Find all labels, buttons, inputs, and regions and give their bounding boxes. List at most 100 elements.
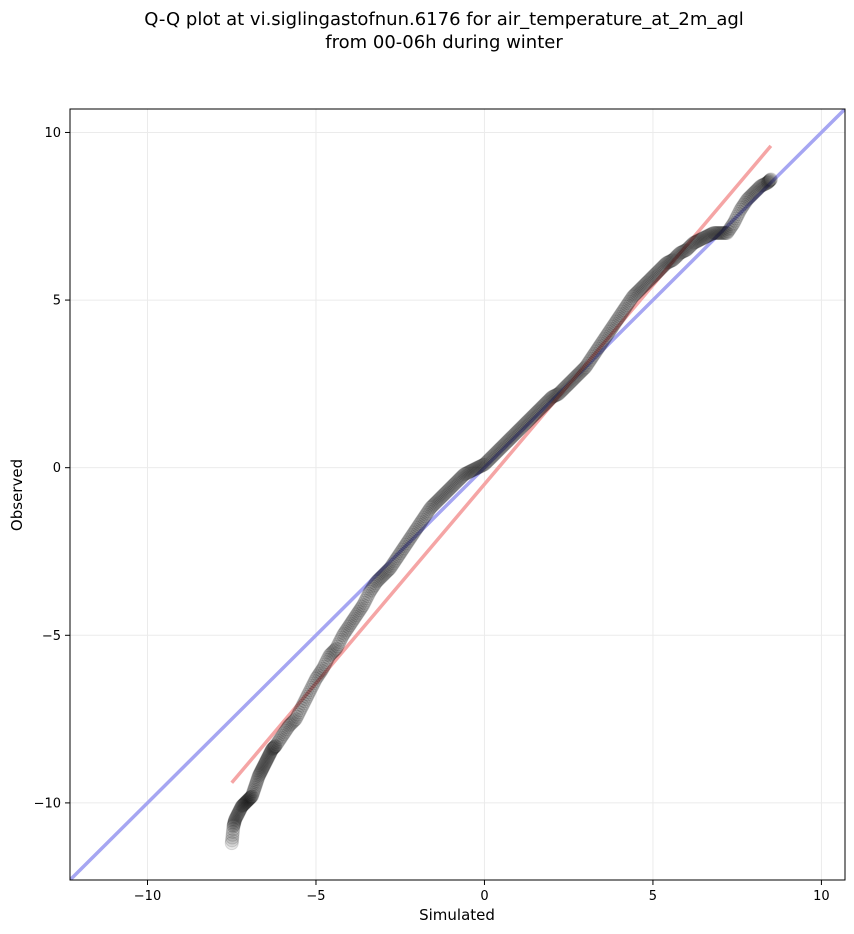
quantile-point [261, 750, 276, 765]
quantile-point [638, 277, 653, 292]
quantile-point [657, 258, 672, 273]
quantile-point [465, 463, 480, 478]
quantile-point [238, 795, 253, 810]
quantile-point [344, 614, 359, 629]
quantile-point [551, 386, 566, 401]
quantile-point [408, 522, 423, 537]
quantile-point [251, 769, 266, 784]
quantile-point [342, 618, 357, 633]
quantile-point [252, 767, 267, 782]
quantile-point [291, 707, 306, 722]
quantile-point [689, 234, 704, 249]
quantile-point [547, 389, 562, 404]
quantile-point [671, 247, 686, 262]
quantile-point [233, 802, 248, 817]
quantile-point [515, 419, 530, 434]
quantile-point [460, 465, 475, 480]
quantile-point [599, 328, 614, 343]
quantile-point [225, 827, 240, 842]
quantile-point [686, 236, 701, 251]
quantile-point [749, 183, 764, 198]
quantile-point [419, 507, 434, 522]
quantile-point [720, 226, 735, 241]
quantile-point [404, 529, 419, 544]
quantile-point [381, 562, 396, 577]
quantile-point [266, 741, 281, 756]
quantile-point [335, 628, 350, 643]
quantile-point [453, 470, 468, 485]
quantile-point [501, 433, 516, 448]
quantile-point [489, 445, 504, 460]
quantile-point [711, 226, 726, 241]
quantile-point [458, 466, 473, 481]
quantile-point [470, 460, 485, 475]
quantile-point [293, 703, 308, 718]
quantile-point [715, 226, 730, 241]
quantile-point [246, 784, 261, 799]
quantile-point [727, 213, 742, 228]
quantile-point [729, 211, 744, 226]
quantile-point [578, 360, 593, 375]
quantile-point [231, 805, 246, 820]
quantile-point [250, 772, 265, 787]
quantile-point [716, 226, 731, 241]
quantile-point [388, 552, 403, 567]
quantile-point [478, 456, 493, 471]
quantile-point [247, 782, 262, 797]
quantile-point [496, 438, 511, 453]
quantile-point [356, 598, 371, 613]
quantile-point [271, 733, 286, 748]
quantile-point [521, 413, 536, 428]
quantile-point [241, 793, 256, 808]
quantile-point [392, 547, 407, 562]
quantile-point [472, 459, 487, 474]
quantile-point [398, 537, 413, 552]
quantile-point [469, 461, 484, 476]
quantile-point [598, 329, 613, 344]
quantile-point [693, 232, 708, 247]
quantile-point [594, 336, 609, 351]
quantile-point [305, 678, 320, 693]
quantile-point [718, 226, 733, 241]
quantile-point [756, 177, 771, 192]
quantile-point [475, 458, 490, 473]
y-tick-label: 10 [44, 126, 61, 141]
quantile-point [526, 408, 541, 423]
quantile-point [561, 376, 576, 391]
quantile-point [601, 326, 616, 341]
quantile-point [367, 578, 382, 593]
quantile-point [668, 250, 683, 265]
quantile-point [549, 388, 564, 403]
quantile-point [407, 524, 422, 539]
quantile-point [338, 624, 353, 639]
quantile-point [298, 691, 313, 706]
quantile-point [611, 311, 626, 326]
quantile-point [337, 626, 352, 641]
quantile-point [237, 797, 252, 812]
quantile-point [265, 741, 280, 756]
quantile-point [505, 429, 520, 444]
quantile-point [661, 255, 676, 270]
quantile-point [677, 243, 692, 258]
quantile-point [744, 188, 759, 203]
quantile-point [571, 366, 586, 381]
quantile-point [462, 464, 477, 479]
quantile-point [627, 287, 642, 302]
quantile-point [257, 756, 272, 771]
quantile-point [343, 616, 358, 631]
quantile-point [384, 559, 399, 574]
quantile-point [503, 431, 518, 446]
quantile-point [678, 243, 693, 258]
quantile-point [229, 809, 244, 824]
quantile-point [295, 698, 310, 713]
quantile-point [365, 581, 380, 596]
quantile-point [289, 709, 304, 724]
quantile-point [347, 611, 362, 626]
quantile-point [243, 790, 258, 805]
quantile-point [735, 199, 750, 214]
quantile-point [725, 217, 740, 232]
chart-title-line-1: Q-Q plot at vi.siglingastofnun.6176 for … [144, 9, 744, 30]
quantile-point [308, 671, 323, 686]
quantile-point [644, 270, 659, 285]
quantile-point [525, 409, 540, 424]
